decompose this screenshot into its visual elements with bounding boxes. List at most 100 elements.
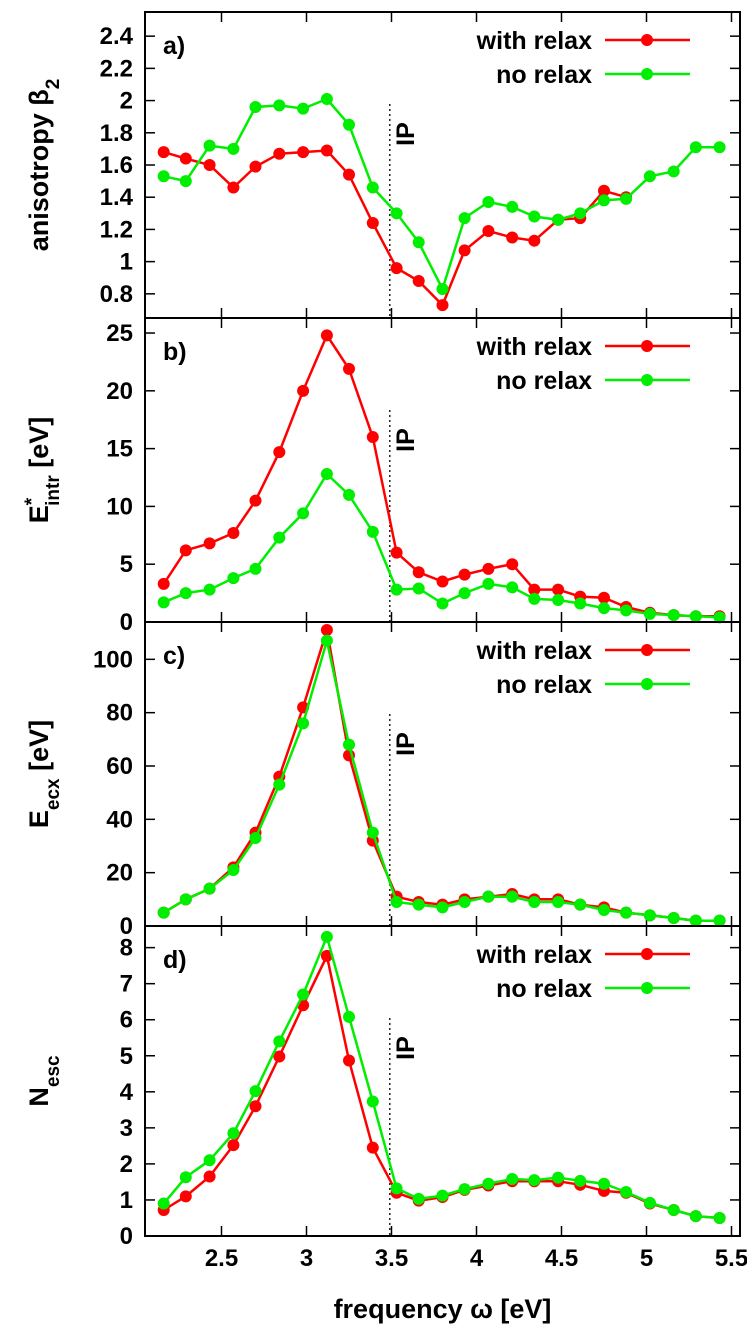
data-point <box>249 562 262 575</box>
y-tick-label: 1 <box>120 1187 133 1214</box>
legend-label: with relax <box>476 27 592 55</box>
data-point <box>552 583 565 596</box>
data-point <box>458 244 471 257</box>
series-with-relax: with relax <box>157 941 726 1224</box>
data-point <box>203 1170 216 1183</box>
data-point <box>643 909 656 922</box>
data-point <box>157 146 170 159</box>
data-point <box>366 431 379 444</box>
data-point <box>157 170 170 183</box>
data-point <box>689 914 702 927</box>
data-point <box>227 572 240 585</box>
y-tick-label: 1.8 <box>100 120 133 147</box>
data-point <box>203 139 216 152</box>
data-point <box>390 207 403 220</box>
data-point <box>506 200 519 213</box>
data-point <box>390 546 403 559</box>
data-point <box>552 213 565 226</box>
series-line <box>163 472 720 619</box>
data-point <box>689 610 702 623</box>
data-point <box>366 1141 379 1154</box>
data-point <box>157 906 170 919</box>
y-tick-label: 5 <box>120 551 133 578</box>
data-point <box>320 930 333 943</box>
data-point <box>412 898 425 911</box>
data-point <box>482 1177 495 1190</box>
y-axis-label: E*intr [eV] <box>22 417 64 524</box>
data-point <box>320 468 333 481</box>
data-point <box>412 1192 425 1205</box>
y-axis-label: Eecx [eV] <box>24 720 64 828</box>
legend-marker <box>641 340 653 352</box>
legend-marker <box>641 68 653 80</box>
data-point <box>643 1196 656 1209</box>
y-tick-label: 2.4 <box>100 23 134 50</box>
data-point <box>273 1035 286 1048</box>
data-point <box>412 566 425 579</box>
series-line <box>163 629 720 922</box>
series-with-relax: with relax <box>157 329 726 623</box>
data-point <box>436 1189 449 1202</box>
data-point <box>343 168 355 181</box>
data-point <box>297 507 310 520</box>
data-point <box>227 1127 240 1140</box>
data-point <box>598 904 610 916</box>
series-line <box>162 332 720 618</box>
y-axis-label: Nesc <box>24 1055 64 1107</box>
data-point <box>273 531 286 544</box>
data-point <box>366 216 379 229</box>
data-point <box>227 181 240 194</box>
data-point <box>552 1171 565 1184</box>
data-point <box>643 607 656 620</box>
data-point <box>506 890 519 903</box>
data-point <box>689 141 702 154</box>
legend-label: no relax <box>496 367 592 395</box>
y-tick-label: 2 <box>120 1151 133 1178</box>
data-point <box>528 234 541 247</box>
data-point <box>598 602 610 615</box>
data-point <box>366 1095 379 1108</box>
data-point <box>227 1139 240 1152</box>
data-point <box>667 609 680 622</box>
data-point <box>273 99 286 112</box>
data-point <box>320 949 333 962</box>
data-point <box>179 1190 192 1203</box>
series-with-relax: with relax <box>157 624 726 927</box>
x-tick-label: 2.5 <box>205 1245 238 1272</box>
ip-label: IP <box>392 428 420 452</box>
data-point <box>297 102 310 115</box>
legend-label: with relax <box>476 941 592 969</box>
ip-label: IP <box>392 1036 420 1060</box>
data-point <box>713 1211 726 1224</box>
data-point <box>458 896 471 908</box>
data-point <box>366 181 379 194</box>
series-no-relax: no relax <box>157 367 726 624</box>
y-tick-label: 20 <box>106 378 133 405</box>
x-tick-label: 4.5 <box>545 1245 578 1272</box>
ip-label: IP <box>392 122 420 146</box>
data-point <box>227 142 240 155</box>
data-point <box>249 1100 262 1113</box>
data-point <box>458 568 471 581</box>
data-point <box>179 152 192 165</box>
panel-c: 0 20 40 60 80 100 IP c) Eecx [eV] with relax no re… <box>24 621 741 940</box>
data-point <box>343 118 355 131</box>
data-point <box>343 488 355 501</box>
data-point <box>249 1085 262 1098</box>
legend-marker <box>641 374 653 386</box>
y-tick-label: 40 <box>106 806 133 833</box>
data-point <box>528 896 541 908</box>
data-point <box>390 896 403 908</box>
y-tick-label: 15 <box>106 436 133 463</box>
y-tick-label: 25 <box>106 320 133 347</box>
legend-marker <box>641 34 653 46</box>
data-point <box>249 494 262 507</box>
data-point <box>297 146 310 159</box>
data-point <box>412 236 425 249</box>
y-axis-label: anisotropy β2 <box>24 79 64 252</box>
data-point <box>320 144 333 157</box>
legend-marker <box>641 678 653 690</box>
data-point <box>458 212 471 225</box>
data-point <box>320 92 333 105</box>
data-point <box>273 147 286 160</box>
